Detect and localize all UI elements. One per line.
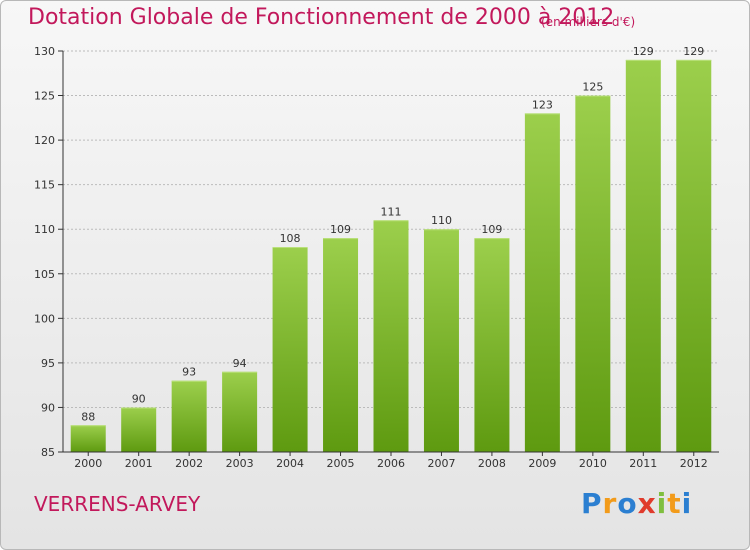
logo-letter: P (581, 487, 603, 520)
logo-letter: r (602, 487, 618, 520)
y-tick-label: 85 (41, 446, 55, 459)
logo-letter: x (637, 487, 657, 520)
x-tick-label: 2000 (74, 457, 102, 470)
data-label: 125 (582, 81, 603, 94)
chart-unit-label: (en milliers d'€) (541, 15, 636, 29)
y-tick-label: 105 (34, 268, 55, 281)
x-tick-label: 2005 (327, 457, 355, 470)
data-label: 129 (683, 45, 704, 58)
bar (121, 407, 157, 452)
data-label: 108 (280, 232, 301, 245)
x-tick-label: 2002 (175, 457, 203, 470)
x-tick-label: 2008 (478, 457, 506, 470)
bar (575, 95, 611, 453)
bar (524, 113, 560, 452)
logo-letter: t (667, 487, 682, 520)
y-tick-label: 130 (34, 45, 55, 58)
logo-letter: o (617, 487, 638, 520)
data-label: 110 (431, 214, 452, 227)
x-tick-label: 2006 (377, 457, 405, 470)
x-tick-label: 2012 (680, 457, 708, 470)
y-tick-label: 90 (41, 401, 55, 414)
bar (423, 229, 459, 452)
x-tick-label: 2007 (427, 457, 455, 470)
data-label: 93 (182, 366, 196, 379)
commune-name: VERRENS-ARVEY (34, 492, 201, 516)
data-label: 111 (381, 205, 402, 218)
data-label: 129 (633, 45, 654, 58)
data-label: 88 (81, 410, 95, 423)
data-label: 90 (132, 392, 146, 405)
x-tick-label: 2011 (629, 457, 657, 470)
data-label: 109 (330, 223, 351, 236)
y-tick-label: 125 (34, 90, 55, 103)
proxiti-logo: Proxiti (581, 487, 692, 520)
y-tick-label: 115 (34, 179, 55, 192)
x-tick-label: 2004 (276, 457, 304, 470)
logo-letter: i (681, 487, 693, 520)
bar (676, 59, 712, 453)
x-tick-label: 2001 (125, 457, 153, 470)
bar (373, 220, 409, 452)
y-tick-label: 95 (41, 357, 55, 370)
y-tick-label: 100 (34, 312, 55, 325)
x-tick-label: 2009 (528, 457, 556, 470)
y-tick-label: 120 (34, 134, 55, 147)
bar (323, 238, 359, 452)
data-label: 94 (233, 357, 247, 370)
bar (272, 247, 308, 452)
chart-title: Dotation Globale de Fonctionnement de 20… (28, 5, 615, 30)
bar (171, 380, 207, 452)
x-tick-label: 2003 (226, 457, 254, 470)
x-tick-label: 2010 (579, 457, 607, 470)
bar (474, 238, 510, 452)
bar (625, 59, 661, 453)
logo-letter: i (656, 487, 668, 520)
data-label: 123 (532, 98, 553, 111)
bar (222, 371, 258, 452)
y-tick-label: 110 (34, 223, 55, 236)
bar (70, 425, 106, 452)
data-label: 109 (481, 223, 502, 236)
